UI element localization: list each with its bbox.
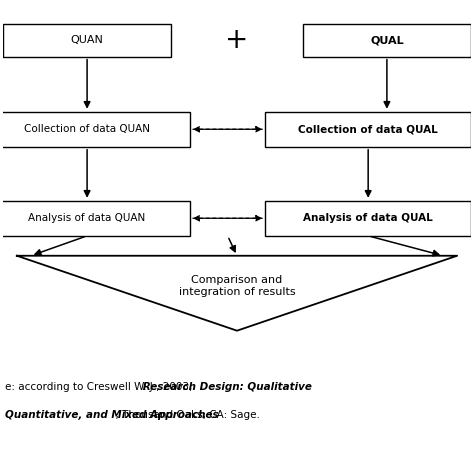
Text: Comparison and
integration of results: Comparison and integration of results: [179, 275, 295, 297]
Text: Research Design: Qualitative: Research Design: Qualitative: [5, 382, 312, 392]
Text: Analysis of data QUAL: Analysis of data QUAL: [303, 213, 433, 223]
Text: QUAN: QUAN: [71, 35, 103, 45]
Text: QUAL: QUAL: [370, 35, 404, 45]
Text: , Thousand Oaks, CA: Sage.: , Thousand Oaks, CA: Sage.: [5, 410, 260, 420]
FancyBboxPatch shape: [0, 112, 190, 147]
Text: Analysis of data QUAN: Analysis of data QUAN: [28, 213, 146, 223]
FancyBboxPatch shape: [0, 201, 190, 236]
Text: Collection of data QUAL: Collection of data QUAL: [298, 124, 438, 134]
FancyBboxPatch shape: [302, 24, 471, 57]
FancyBboxPatch shape: [265, 112, 471, 147]
FancyBboxPatch shape: [265, 201, 471, 236]
Text: Quantitative, and Mixed Approaches: Quantitative, and Mixed Approaches: [5, 410, 219, 420]
FancyBboxPatch shape: [3, 24, 172, 57]
Text: e: according to Creswell W. J., 2003,: e: according to Creswell W. J., 2003,: [5, 382, 196, 392]
Text: Collection of data QUAN: Collection of data QUAN: [24, 124, 150, 134]
Text: +: +: [225, 26, 249, 54]
